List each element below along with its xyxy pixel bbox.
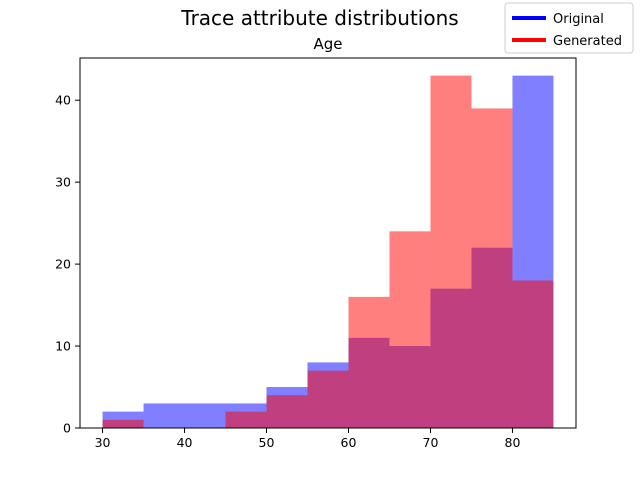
bar-generated-30 xyxy=(102,419,144,428)
bar-original-35 xyxy=(143,403,185,428)
bar-generated-80 xyxy=(512,280,554,428)
plot-frame xyxy=(79,57,577,429)
x-tick-label: 60 xyxy=(341,435,357,450)
bar-generated-75 xyxy=(471,108,513,429)
x-tick-label: 80 xyxy=(505,435,521,450)
bar-generated-65 xyxy=(389,231,431,428)
x-axis: 30 40 50 60 70 80 xyxy=(95,428,521,450)
y-tick-label: 20 xyxy=(55,257,71,272)
x-tick-label: 40 xyxy=(177,435,193,450)
bars-group xyxy=(102,75,554,429)
x-tick-label: 70 xyxy=(423,435,439,450)
y-axis: 0 10 20 30 40 xyxy=(55,93,80,436)
bar-generated-60 xyxy=(348,296,390,428)
legend: Original Generated xyxy=(504,2,634,54)
y-tick-label: 40 xyxy=(55,93,71,108)
bar-original-40 xyxy=(184,403,226,428)
legend-generated-label: Generated xyxy=(553,34,622,49)
bar-generated-50 xyxy=(266,395,308,428)
axes-title: Age xyxy=(313,35,342,53)
bar-generated-45 xyxy=(225,411,267,428)
x-tick-label: 50 xyxy=(259,435,275,450)
x-tick-label: 30 xyxy=(95,435,111,450)
chart-title: Trace attribute distributions xyxy=(180,6,458,30)
bar-generated-55 xyxy=(307,370,349,428)
legend-original-label: Original xyxy=(553,12,604,27)
y-tick-label: 0 xyxy=(63,421,71,436)
bar-generated-70 xyxy=(430,75,472,429)
y-tick-label: 10 xyxy=(55,339,71,354)
y-tick-label: 30 xyxy=(55,175,71,190)
